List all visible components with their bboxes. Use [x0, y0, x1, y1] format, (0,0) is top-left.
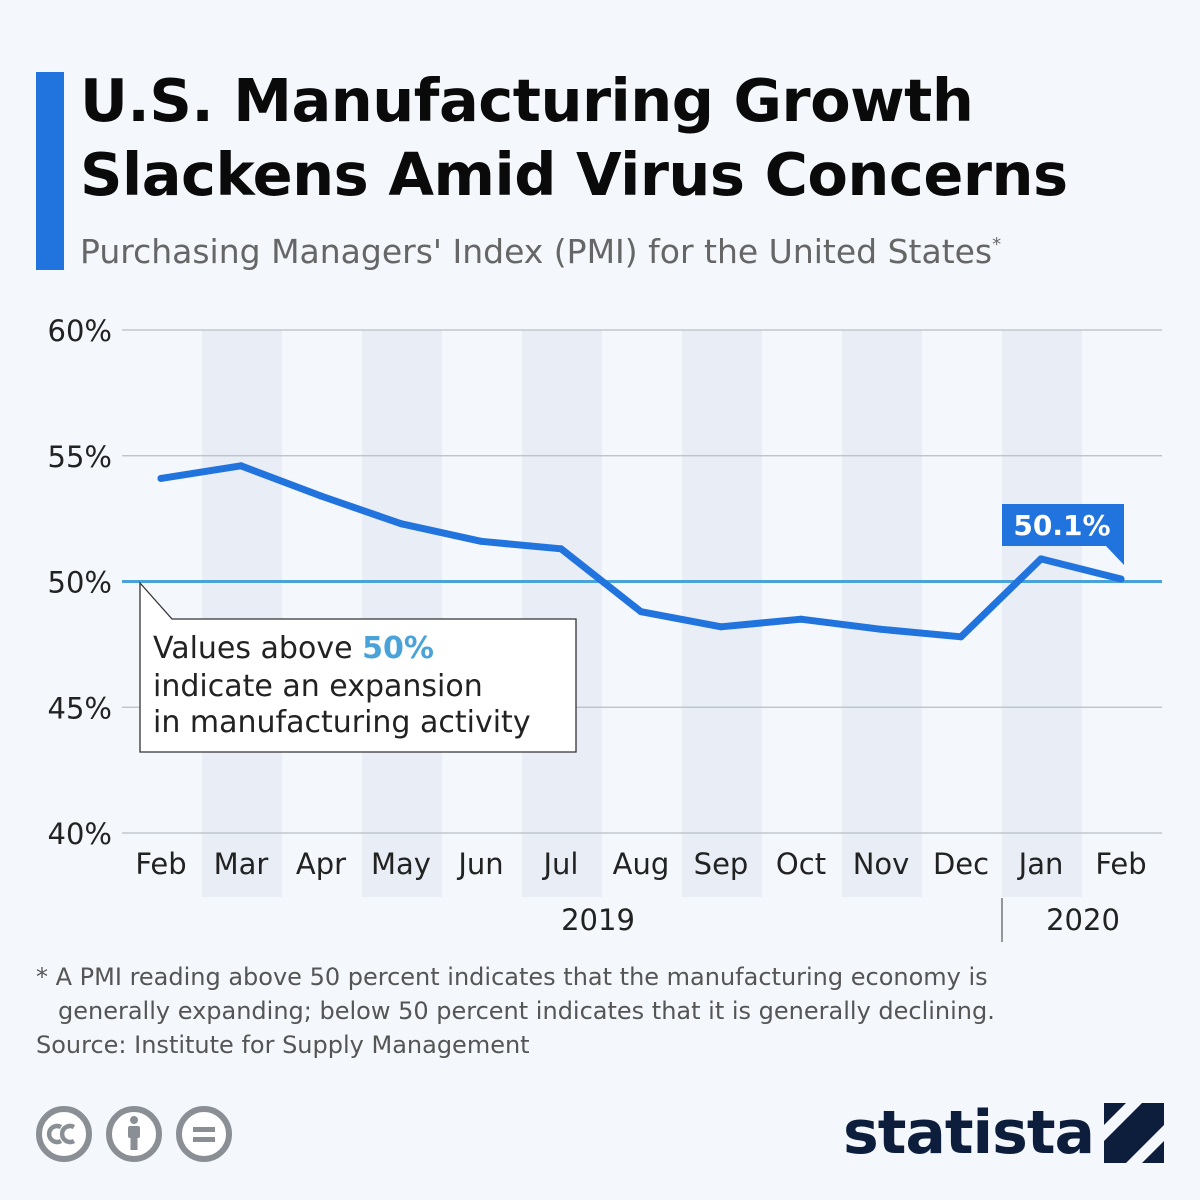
- data-point: [717, 623, 725, 631]
- data-point: [877, 625, 885, 633]
- column-band: [362, 330, 442, 897]
- year-label-2019: 2019: [561, 903, 635, 937]
- x-tick-label: Apr: [296, 847, 346, 881]
- year-labels: 2019 2020: [561, 898, 1120, 942]
- annotation-line-2: indicate an expansion: [153, 669, 483, 704]
- y-tick-label: 55%: [48, 440, 112, 474]
- annotation-line-1: Values above 50%: [153, 631, 434, 666]
- x-tick-label: Feb: [135, 847, 186, 881]
- data-point: [317, 492, 325, 500]
- x-tick-label: Sep: [694, 847, 749, 881]
- x-axis-ticks: Feb Mar Apr May Jun Jul Aug Sep Oct Nov Dec Jan Feb: [135, 847, 1146, 881]
- x-tick-label: May: [371, 847, 431, 881]
- x-tick-label: Jul: [542, 847, 579, 881]
- annotation-line-3: in manufacturing activity: [153, 705, 531, 740]
- last-value-label: 50.1%: [1002, 504, 1124, 565]
- title-line-2: Slackens Amid Virus Concerns: [80, 140, 1068, 209]
- column-band: [842, 330, 922, 897]
- y-tick-label: 60%: [48, 314, 112, 348]
- no-derivatives-icon[interactable]: [176, 1106, 232, 1162]
- footnote-line-1: * A PMI reading above 50 percent indicat…: [36, 963, 988, 991]
- x-tick-label: Mar: [214, 847, 269, 881]
- column-band: [682, 330, 762, 897]
- subtitle: Purchasing Managers' Index (PMI) for the…: [80, 232, 1001, 271]
- statista-brand[interactable]: statista: [843, 1098, 1164, 1168]
- footnote: * A PMI reading above 50 percent indicat…: [36, 960, 1176, 1062]
- annotation-highlight-50: 50%: [362, 631, 434, 666]
- column-bands: [202, 330, 1082, 897]
- pmi-series: [157, 462, 1125, 641]
- column-band: [522, 330, 602, 897]
- y-tick-label: 40%: [48, 817, 112, 851]
- x-tick-label: Jan: [1017, 847, 1064, 881]
- attribution-icon[interactable]: [106, 1106, 162, 1162]
- data-point: [797, 615, 805, 623]
- data-point: [237, 462, 245, 470]
- x-tick-label: Aug: [613, 847, 670, 881]
- y-tick-label: 50%: [48, 566, 112, 600]
- page-title: U.S. Manufacturing Growth Slackens Amid …: [80, 64, 1068, 212]
- column-band: [1002, 330, 1082, 897]
- annotation-callout-box: [139, 581, 577, 753]
- source-line: Source: Institute for Supply Management: [36, 1031, 530, 1059]
- annotation-line-1-text: Values above: [153, 631, 362, 666]
- pmi-line-chart: 60% 55% 50% 45% 40% Feb Mar Apr May Jun Jul Aug Sep…: [48, 314, 1162, 942]
- subtitle-footnote-mark: *: [992, 234, 1002, 255]
- title-line-1: U.S. Manufacturing Growth: [80, 66, 974, 135]
- year-label-2020: 2020: [1046, 903, 1120, 937]
- x-tick-label: Nov: [853, 847, 910, 881]
- x-tick-label: Dec: [933, 847, 989, 881]
- statista-logo-icon: [1104, 1103, 1164, 1163]
- y-axis-ticks: 60% 55% 50% 45% 40%: [48, 314, 112, 851]
- data-point: [1117, 575, 1125, 583]
- data-point: [557, 545, 565, 553]
- x-tick-label: Jun: [456, 847, 503, 881]
- expansion-annotation: Values above 50% indicate an expansion i…: [139, 581, 577, 753]
- subtitle-text: Purchasing Managers' Index (PMI) for the…: [80, 232, 993, 271]
- data-point: [957, 633, 965, 641]
- data-point: [1037, 555, 1045, 563]
- x-tick-label: Oct: [776, 847, 826, 881]
- y-tick-label: 45%: [48, 691, 112, 725]
- title-accent-bar: [36, 72, 64, 270]
- data-point: [397, 520, 405, 528]
- x-tick-label: Feb: [1095, 847, 1146, 881]
- value-label-text: 50.1%: [1013, 509, 1110, 542]
- data-point: [157, 474, 165, 482]
- value-label-box: [1002, 504, 1124, 565]
- footnote-line-2: generally expanding; below 50 percent in…: [58, 997, 995, 1025]
- license-icons: [36, 1106, 232, 1162]
- cc-icon[interactable]: [36, 1106, 92, 1162]
- column-band: [202, 330, 282, 897]
- data-point: [637, 608, 645, 616]
- data-point: [477, 537, 485, 545]
- statista-wordmark: statista: [842, 1098, 1095, 1168]
